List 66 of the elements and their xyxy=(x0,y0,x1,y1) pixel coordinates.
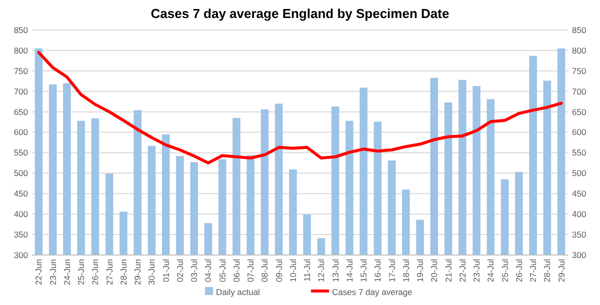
y2-tick-label: 800 xyxy=(572,45,586,56)
x-tick-label: 12-Jul xyxy=(316,258,326,282)
y2-tick-label: 550 xyxy=(572,148,586,158)
x-tick-label: 28-Jun xyxy=(118,258,128,285)
y-tick-label: 450 xyxy=(14,188,28,199)
x-tick-label: 27-Jun xyxy=(104,258,114,285)
chart-title: Cases 7 day average England by Specimen Date xyxy=(150,6,450,21)
x-tick-label: 22-Jun xyxy=(34,258,44,285)
x-tick-label: 19-Jul xyxy=(415,258,426,282)
y2-tick-label: 500 xyxy=(572,168,586,178)
x-tick-label: 25-Jun xyxy=(76,258,86,285)
y-tick-label: 400 xyxy=(14,209,28,220)
y2-tick-label: 650 xyxy=(572,106,586,117)
y2-tick-label: 750 xyxy=(572,66,586,76)
x-tick-label: 09-Jul xyxy=(274,258,284,282)
y2-tick-label: 850 xyxy=(572,24,586,35)
x-tick-label: 08-Jul xyxy=(260,258,270,282)
x-tick-label: 28-Jul xyxy=(542,258,552,282)
x-tick-label: 03-Jul xyxy=(189,258,200,282)
x-tick-label: 04-Jul xyxy=(203,258,214,282)
x-tick-label: 05-Jul xyxy=(217,258,228,282)
x-tick-label: 20-Jul xyxy=(429,258,440,282)
x-tick-label: 23-Jul xyxy=(472,258,482,282)
y-tick-label: 600 xyxy=(14,127,28,138)
x-tick-label: 30-Jun xyxy=(146,258,157,285)
y-tick-label: 300 xyxy=(14,250,28,260)
y-tick-label: 350 xyxy=(14,230,28,240)
y2-tick-label: 450 xyxy=(572,188,586,199)
y2-tick-label: 700 xyxy=(572,86,586,96)
x-tick-label: 29-Jul xyxy=(556,258,566,282)
x-tick-label: 02-Jul xyxy=(174,258,185,282)
x-tick-label: 06-Jul xyxy=(231,258,242,282)
x-tick-label: 11-Jul xyxy=(302,258,312,282)
y2-tick-label: 600 xyxy=(572,127,586,138)
y-tick-label: 850 xyxy=(14,24,28,35)
x-tick-label: 26-Jun xyxy=(90,258,100,285)
legend-label: Daily actual xyxy=(216,287,260,297)
x-tick-label: 14-Jul xyxy=(344,258,354,282)
y-tick-label: 750 xyxy=(14,66,28,76)
x-tick-label: 16-Jul xyxy=(372,258,383,282)
x-tick-label: 29-Jun xyxy=(132,258,143,285)
x-tick-label: 24-Jun xyxy=(62,258,72,285)
x-tick-label: 26-Jul xyxy=(514,258,524,282)
x-tick-label: 17-Jul xyxy=(386,258,397,282)
y2-tick-label: 400 xyxy=(572,209,586,220)
x-tick-label: 21-Jul xyxy=(443,258,454,282)
x-tick-label: 24-Jul xyxy=(486,258,496,282)
x-tick-label: 22-Jul xyxy=(457,258,468,282)
y-tick-label: 500 xyxy=(14,168,28,178)
x-tick-label: 18-Jul xyxy=(400,258,411,282)
x-tick-label: 25-Jul xyxy=(500,258,510,282)
y-tick-label: 550 xyxy=(14,148,28,158)
y2-tick-label: 350 xyxy=(572,230,586,240)
y-tick-label: 700 xyxy=(14,86,28,96)
x-tick-label: 07-Jul xyxy=(246,258,256,282)
x-tick-label: 23-Jun xyxy=(48,258,58,285)
x-tick-label: 10-Jul xyxy=(288,258,298,282)
y2-tick-label: 300 xyxy=(572,250,586,260)
line-series xyxy=(37,51,563,164)
y-tick-label: 800 xyxy=(14,45,28,56)
x-tick-label: 13-Jul xyxy=(330,258,340,282)
legend-label: Cases 7 day average xyxy=(332,287,413,297)
x-tick-label: 27-Jul xyxy=(528,258,538,282)
y-tick-label: 650 xyxy=(14,106,28,117)
x-tick-label: 15-Jul xyxy=(358,258,369,282)
x-tick-label: 01-Jul xyxy=(160,258,171,282)
